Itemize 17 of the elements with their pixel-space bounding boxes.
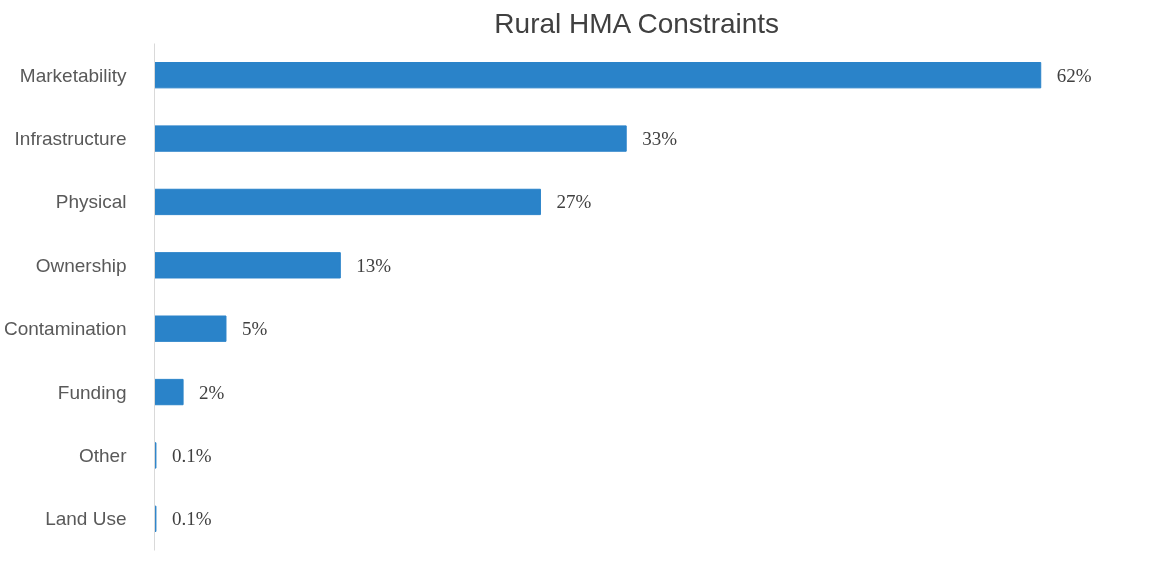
y-tick-label: Funding <box>57 381 127 403</box>
data-label: 5% <box>241 318 268 340</box>
chart-title: Rural HMA Constraints <box>494 7 780 39</box>
y-tick-label: Infrastructure <box>14 128 127 150</box>
y-tick-label: Marketability <box>19 64 127 86</box>
y-tick-label: Physical <box>55 191 127 213</box>
data-label: 2% <box>199 381 225 403</box>
data-label: 62% <box>1056 64 1092 86</box>
data-label: 27% <box>556 191 592 213</box>
data-label: 0.1% <box>171 508 212 530</box>
y-tick-label: Other <box>78 444 128 466</box>
data-label: 13% <box>356 254 392 276</box>
data-label: 33% <box>642 128 678 150</box>
y-tick-label: Land Use <box>45 508 127 530</box>
y-tick-label: Ownership <box>35 254 127 276</box>
y-tick-label: Contamination <box>3 318 127 340</box>
data-label: 0.1% <box>171 444 212 466</box>
